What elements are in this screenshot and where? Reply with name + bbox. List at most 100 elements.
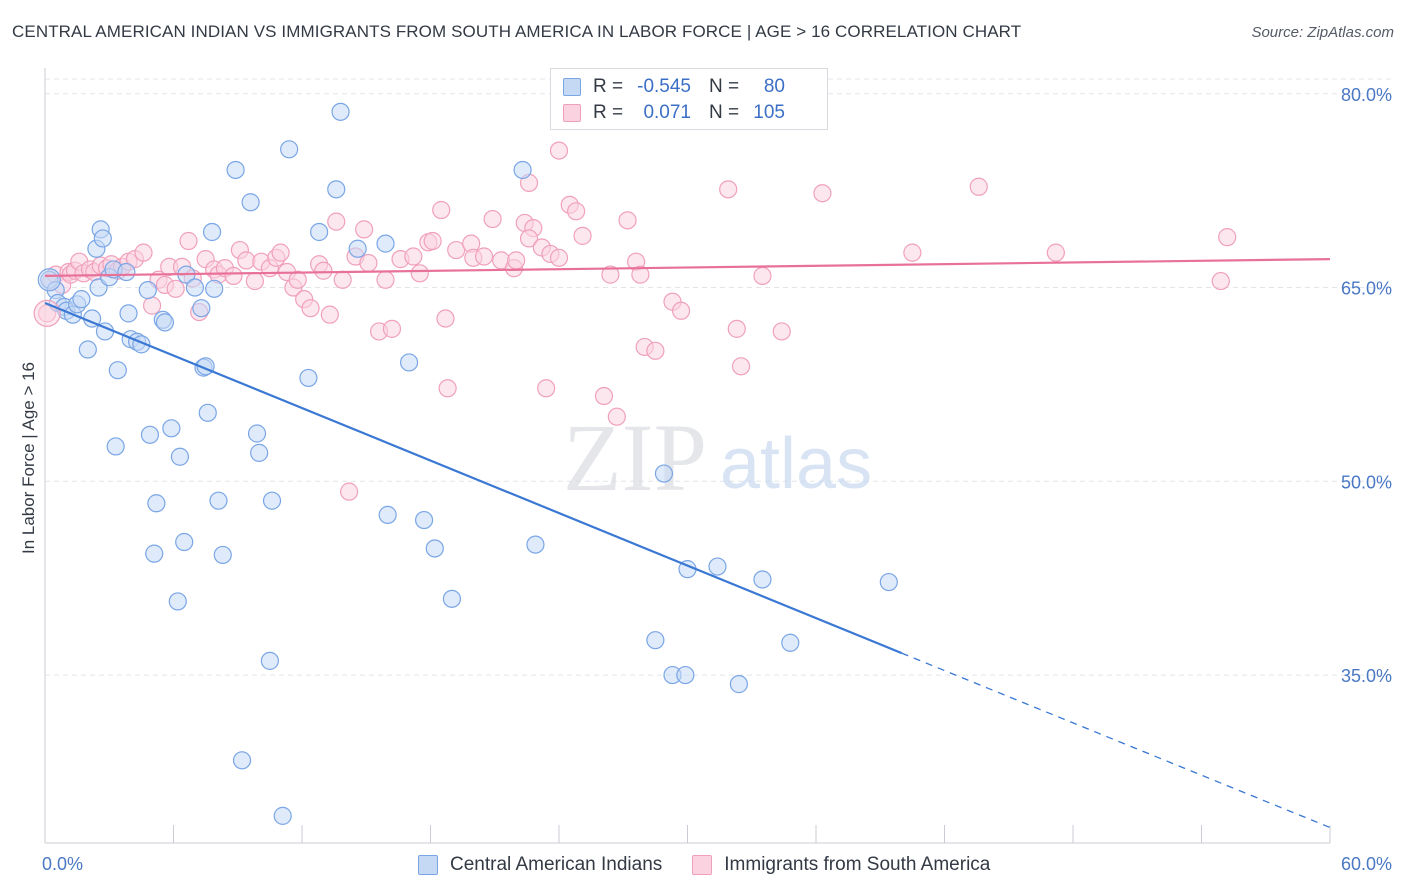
r-value: 0.071: [643, 102, 691, 123]
data-point-central-american-indian: [147, 494, 166, 513]
data-point-immigrant-south-america: [301, 299, 320, 318]
r-label: R =: [593, 76, 624, 97]
data-point-central-american-indian: [676, 665, 695, 685]
chart-title: CENTRAL AMERICAN INDIAN VS IMMIGRANTS FR…: [12, 22, 1022, 41]
data-point-central-american-indian: [162, 419, 181, 438]
data-point-immigrant-south-america: [969, 177, 988, 196]
grid-lines: [45, 78, 1392, 676]
n-label: N =: [709, 76, 740, 97]
n-label: N =: [709, 102, 740, 123]
n-value: 105: [753, 102, 785, 123]
data-point-central-american-indian: [175, 532, 194, 552]
data-point-central-american-indian: [185, 278, 205, 297]
data-point-central-american-indian: [226, 160, 245, 180]
data-point-immigrant-south-america: [410, 264, 429, 283]
data-point-immigrant-south-america: [727, 319, 746, 338]
data-point-immigrant-south-america: [537, 379, 556, 398]
data-point-central-american-indian: [348, 239, 367, 258]
data-point-immigrant-south-america: [573, 226, 592, 245]
data-point-immigrant-south-america: [813, 184, 832, 203]
data-point-central-american-indian: [781, 633, 800, 652]
data-point-central-american-indian: [327, 180, 346, 199]
data-point-central-american-indian: [170, 447, 190, 466]
data-point-immigrant-south-america: [646, 341, 665, 360]
data-point-central-american-indian: [273, 806, 292, 825]
data-point-immigrant-south-america: [314, 261, 333, 280]
stats-row-central-american-indians: R = -0.545 N = 80: [563, 74, 785, 100]
data-point-immigrant-south-america: [753, 266, 772, 285]
data-point-immigrant-south-america: [288, 270, 307, 289]
chart-source: Source: ZipAtlas.com: [1251, 24, 1394, 41]
data-point-central-american-indian: [526, 535, 545, 554]
data-point-central-american-indian: [262, 491, 282, 510]
data-point-central-american-indian: [879, 572, 898, 592]
data-point-central-american-indian: [378, 505, 397, 524]
series-legend: Central American Indians Immigrants from…: [418, 852, 1020, 878]
data-point-central-american-indian: [138, 281, 157, 300]
data-point-central-american-indian: [414, 510, 434, 530]
legend-swatch-blue: [418, 855, 438, 875]
data-point-immigrant-south-america: [618, 211, 637, 230]
data-point-immigrant-south-america: [519, 229, 539, 248]
data-point-immigrant-south-america: [382, 319, 402, 338]
y-tick-label: 65.0%: [1341, 279, 1392, 299]
data-point-immigrant-south-america: [1218, 228, 1237, 247]
data-point-immigrant-south-america: [474, 247, 494, 266]
data-point-immigrant-south-america: [423, 231, 442, 251]
data-point-central-american-indian: [37, 268, 61, 292]
legend-swatch-pink: [563, 104, 581, 122]
data-point-immigrant-south-america: [355, 220, 374, 239]
data-point-immigrant-south-america: [432, 200, 451, 220]
n-value: 80: [763, 76, 785, 97]
data-point-central-american-indian: [140, 425, 160, 444]
data-point-immigrant-south-america: [903, 243, 922, 262]
data-point-immigrant-south-america: [179, 231, 198, 251]
data-point-immigrant-south-america: [134, 243, 153, 262]
data-point-central-american-indian: [117, 262, 136, 282]
data-point-immigrant-south-america: [359, 253, 378, 273]
data-points: [33, 102, 1237, 825]
watermark-atlas: atlas: [720, 424, 872, 504]
data-point-central-american-indian: [205, 279, 224, 298]
stats-row-immigrants-south-america: R = 0.071 N = 105: [563, 100, 785, 126]
y-tick-label: 80.0%: [1341, 85, 1392, 105]
r-value: -0.545: [637, 76, 691, 97]
data-point-immigrant-south-america: [333, 270, 352, 289]
data-point-central-american-indian: [250, 443, 269, 462]
data-point-central-american-indian: [108, 361, 127, 380]
data-point-immigrant-south-america: [1046, 243, 1065, 262]
data-point-immigrant-south-america: [1211, 271, 1230, 291]
data-point-central-american-indian: [399, 353, 419, 372]
data-point-central-american-indian: [192, 299, 211, 318]
axis-labels: In Labor Force | Age > 16 35.0% 50.0% 65.0…: [19, 85, 1392, 874]
data-point-central-american-indian: [513, 160, 532, 180]
data-point-immigrant-south-america: [237, 251, 256, 270]
data-point-central-american-indian: [729, 675, 749, 694]
data-point-immigrant-south-america: [436, 309, 455, 328]
watermark: ZIP atlas: [563, 404, 872, 511]
data-point-immigrant-south-america: [447, 240, 466, 260]
axes: [44, 68, 1331, 844]
data-point-immigrant-south-america: [224, 266, 243, 285]
data-point-central-american-indian: [119, 304, 138, 323]
data-point-central-american-indian: [93, 229, 112, 248]
trend-line-immigrants-south-america: [44, 258, 1331, 277]
data-point-immigrant-south-america: [320, 305, 339, 324]
data-point-central-american-indian: [72, 290, 91, 309]
data-point-immigrant-south-america: [567, 202, 586, 221]
x-tick-label: 0.0%: [42, 854, 83, 874]
data-point-immigrant-south-america: [327, 212, 346, 231]
data-point-immigrant-south-america: [376, 270, 395, 289]
data-point-central-american-indian: [260, 651, 279, 670]
data-point-central-american-indian: [646, 631, 665, 650]
trend-line-central-american-indians: [44, 302, 903, 655]
legend-swatch-pink: [692, 855, 713, 875]
data-point-central-american-indian: [106, 437, 125, 456]
data-point-central-american-indian: [155, 313, 175, 332]
data-point-immigrant-south-america: [507, 251, 526, 270]
data-point-immigrant-south-america: [772, 322, 791, 341]
data-point-central-american-indian: [241, 193, 260, 212]
data-point-immigrant-south-america: [483, 209, 502, 229]
data-point-immigrant-south-america: [549, 248, 569, 267]
